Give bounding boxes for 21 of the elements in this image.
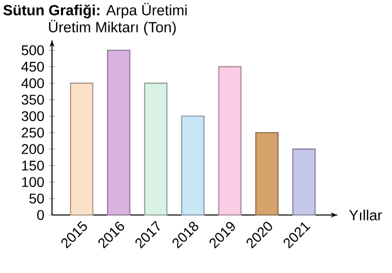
y-tick-label: 250 (22, 128, 44, 138)
y-tick-label: 300 (22, 111, 44, 122)
bar (107, 50, 130, 216)
y-tick-label: 500 (22, 45, 44, 56)
y-tick-label: 200 (22, 144, 44, 154)
bar (181, 116, 204, 216)
y-tick-label: 450 (21, 62, 44, 72)
y-tick-label: 50 (29, 194, 44, 204)
chart-title: Sütun Grafiği: Arpa Üretimi (3, 2, 187, 18)
y-axis-title: Üretim Miktarı (Ton) (49, 20, 176, 36)
y-tick-label: 350 (22, 94, 44, 105)
x-axis-title: Yıllar (349, 210, 382, 220)
bar (70, 82, 94, 216)
y-tick-label: 0 (37, 210, 44, 220)
bar (218, 66, 242, 216)
y-tick-label: 400 (21, 78, 44, 88)
bar (255, 132, 279, 216)
bar (292, 148, 316, 216)
bar (144, 82, 168, 216)
y-tick-label: 150 (22, 160, 44, 171)
y-tick-label: 100 (22, 177, 44, 188)
